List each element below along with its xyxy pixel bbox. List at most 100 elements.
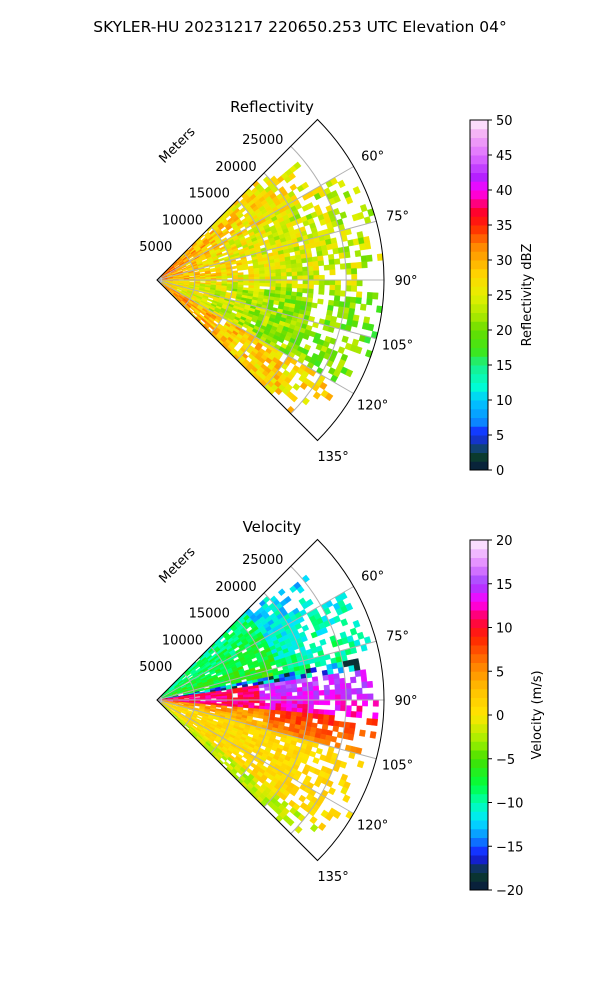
field-cell — [313, 690, 320, 696]
field-cell — [300, 635, 308, 643]
field-cell — [273, 300, 280, 306]
field-cell — [296, 267, 303, 273]
field-cell — [369, 731, 377, 739]
azimuth-tick-label: 60° — [361, 570, 384, 585]
azimuth-gridline — [156, 220, 377, 281]
field-cell — [302, 288, 309, 294]
field-cell — [351, 279, 358, 287]
colorbar-swatch — [470, 435, 488, 445]
colorbar-swatch — [470, 338, 488, 348]
field-cell — [321, 249, 329, 256]
field-cell — [354, 250, 362, 258]
field-cell — [339, 760, 348, 769]
colorbar-swatch — [470, 365, 488, 375]
colorbar-swatch — [470, 715, 488, 725]
field-cell — [307, 704, 314, 710]
field-cell — [280, 283, 287, 288]
field-cell — [301, 712, 308, 718]
field-cell — [345, 262, 352, 270]
field-cell — [339, 211, 348, 220]
colorbar-swatch — [470, 146, 488, 156]
colorbar-swatch — [470, 592, 488, 602]
sector-frame — [156, 118, 385, 442]
field-cell — [286, 691, 293, 697]
field-cell — [302, 279, 309, 285]
field-cell — [345, 268, 352, 275]
field-cell — [318, 709, 325, 715]
colorbar-tick-label: 10 — [496, 622, 513, 637]
field-cell — [340, 699, 347, 706]
colorbar-swatch — [470, 286, 488, 296]
colorbar-swatch — [470, 837, 488, 847]
field-cell — [360, 255, 368, 263]
colorbar-swatch — [470, 356, 488, 366]
colorbar-swatch — [470, 417, 488, 427]
field-cell — [297, 283, 304, 289]
colorbar-swatch — [470, 330, 488, 340]
field-cell — [289, 788, 298, 797]
field-cell — [302, 695, 309, 701]
colorbar-swatch — [470, 750, 488, 760]
field-cell — [243, 282, 250, 286]
colorbar-swatch — [470, 846, 488, 856]
field-cell — [345, 705, 352, 712]
field-cell — [210, 696, 217, 699]
field-cell — [222, 251, 229, 257]
field-cell — [362, 693, 368, 701]
colorbar-tick-label: 15 — [496, 578, 513, 593]
field-cell — [274, 387, 283, 396]
field-cell — [348, 307, 356, 315]
field-cell — [312, 391, 322, 400]
field-cell — [356, 693, 363, 701]
colorbar-swatch — [470, 828, 488, 838]
colorbar-swatch — [470, 653, 488, 663]
field-cell — [302, 333, 310, 341]
colorbar-tick-label: 35 — [496, 219, 513, 234]
field-cell — [324, 689, 331, 696]
field-cell — [350, 262, 357, 269]
colorbar-swatch — [470, 321, 488, 331]
field-cell — [339, 290, 347, 297]
velocity-sector: 5000 10000 15000 20000 25000 60° 75° 90° 105° 120… — [139, 538, 418, 885]
field-cell — [309, 815, 318, 825]
field-cell — [311, 256, 319, 263]
field-cell — [334, 683, 341, 690]
field-cell — [275, 279, 282, 284]
colorbar-tick-label: −15 — [496, 840, 523, 855]
colorbar-tick-label: 20 — [496, 534, 513, 549]
colorbar-swatch — [470, 216, 488, 226]
field-cell — [206, 298, 214, 303]
field-cell — [352, 619, 361, 629]
field-cell — [301, 624, 310, 632]
field-cell — [270, 276, 277, 281]
velocity-panel: Velocity 5000 10000 15000 20000 25000 60° 75° 9… — [139, 518, 417, 885]
field-cell — [356, 631, 365, 640]
colorbar-tick-label: 25 — [496, 289, 513, 304]
field-cell — [329, 279, 336, 286]
colorbar-swatch — [470, 601, 488, 611]
field-cell — [275, 688, 282, 694]
field-cell — [291, 267, 298, 273]
field-cell — [333, 673, 340, 680]
radial-tick-label: 5000 — [139, 660, 172, 675]
field-cell — [324, 392, 334, 402]
field-cell — [313, 270, 320, 276]
field-cell — [281, 276, 287, 281]
field-cell — [291, 283, 298, 289]
colorbar-tick-label: 40 — [496, 184, 513, 199]
field-cell — [270, 703, 277, 708]
colorbar-swatch — [470, 723, 488, 733]
azimuth-tick-label: 135° — [317, 450, 348, 465]
field-cell — [237, 274, 244, 278]
field-cell — [345, 196, 354, 205]
field-cell — [342, 794, 351, 803]
colorbar-swatch — [470, 610, 488, 620]
field-cell — [311, 676, 319, 683]
field-cell — [299, 382, 308, 391]
field-cell — [313, 695, 320, 701]
field-cell — [364, 242, 372, 250]
field-cell — [275, 283, 282, 288]
field-cell — [367, 693, 374, 701]
field-cell — [340, 688, 347, 695]
field-cell — [329, 289, 336, 296]
